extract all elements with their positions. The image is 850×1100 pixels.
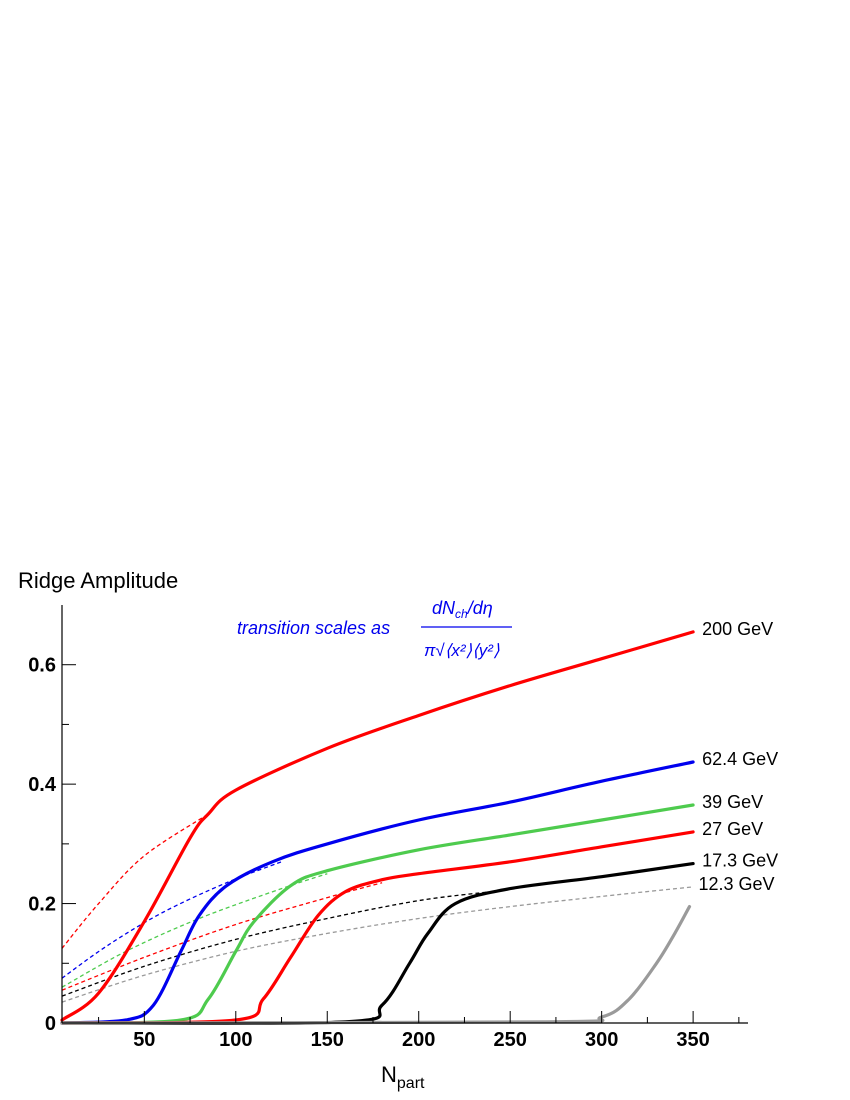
dashed-curve-0 xyxy=(61,813,209,949)
annotation-numerator-tail: /dη xyxy=(466,598,493,618)
x-tick-label: 200 xyxy=(402,1029,435,1051)
x-tick-label: 350 xyxy=(676,1029,709,1051)
x-tick-label: 50 xyxy=(133,1029,155,1051)
series-curve-2 xyxy=(60,803,695,1025)
x-axis-title: Npart xyxy=(381,1062,425,1092)
series-label-3: 27 GeV xyxy=(702,819,763,839)
dashed-curve-3 xyxy=(61,882,383,991)
axes xyxy=(61,605,748,1024)
annotation-numerator-main: dN xyxy=(432,598,456,618)
transition-annotation: transition scales as dNch/dη π√⟨x²⟩⟨y²⟩ xyxy=(237,598,512,660)
series-curve-0 xyxy=(60,630,695,1022)
series-curve-5 xyxy=(60,905,692,1025)
x-tick-label: 100 xyxy=(219,1029,252,1051)
solid-curves xyxy=(60,630,695,1026)
series-label-2: 39 GeV xyxy=(702,792,763,812)
x-tick-label: 300 xyxy=(585,1029,618,1051)
dashed-curves xyxy=(61,813,694,1003)
annotation-numerator: dNch/dη xyxy=(432,598,493,621)
series-curve-3 xyxy=(60,830,695,1025)
x-ticks: 50 100 150 200 250 300 350 xyxy=(98,1011,740,1051)
y-tick-label: 0.2 xyxy=(28,894,56,916)
y-tick-label: 0 xyxy=(45,1013,56,1035)
dashed-curve-2 xyxy=(61,873,328,988)
annotation-denominator: π√⟨x²⟩⟨y²⟩ xyxy=(424,641,500,660)
y-tick-label: 0.4 xyxy=(28,774,57,796)
y-tick-label: 0.6 xyxy=(28,655,56,677)
x-axis-title-main: N xyxy=(381,1062,397,1087)
series-label-4: 17.3 GeV xyxy=(702,851,778,871)
dashed-curve-4 xyxy=(61,890,492,997)
x-tick-label: 150 xyxy=(311,1029,344,1051)
x-axis-title-sub: part xyxy=(397,1075,425,1092)
series-labels: 200 GeV 62.4 GeV 39 GeV 27 GeV 17.3 GeV 12.3 … xyxy=(698,619,778,894)
x-tick-label: 250 xyxy=(493,1029,526,1051)
dashed-curve-1 xyxy=(61,861,282,979)
dashed-curve-5 xyxy=(61,886,694,1003)
annotation-numerator-sub: ch xyxy=(455,607,468,621)
y-axis-title: Ridge Amplitude xyxy=(18,568,178,593)
annotation-text: transition scales as xyxy=(237,618,390,638)
y-ticks: 0 0.2 0.4 0.6 xyxy=(28,655,76,1035)
series-label-1: 62.4 GeV xyxy=(702,749,778,769)
series-label-0: 200 GeV xyxy=(702,619,773,639)
series-label-5: 12.3 GeV xyxy=(698,874,774,894)
series-curve-1 xyxy=(60,760,695,1025)
